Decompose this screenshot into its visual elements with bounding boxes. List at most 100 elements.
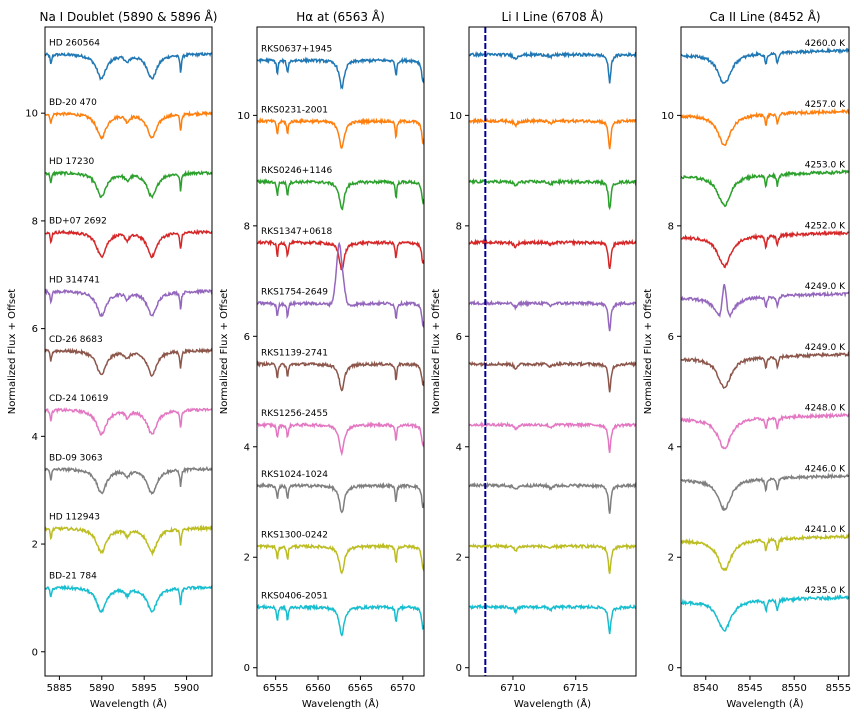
y-tick-label: 10: [661, 111, 674, 122]
spectrum-line-1: [45, 51, 212, 81]
spectrum-label: 4260.0 K: [805, 39, 846, 49]
spectrum-line-2: [45, 110, 212, 140]
y-tick-label: 0: [668, 663, 674, 674]
y-tick-label: 4: [668, 442, 674, 453]
spectrum-line-7: [45, 407, 212, 436]
spectrum-label: 4249.0 K: [805, 343, 846, 353]
y-axis-label: Normalized Flux + Offset: [219, 289, 230, 415]
y-axis-label: Normalized Flux + Offset: [431, 289, 442, 415]
x-tick-label: 6565: [348, 683, 373, 694]
spectrum-line-6: [469, 360, 636, 393]
spectrum-label: CD-26 8683: [49, 335, 103, 345]
y-axis-label: Normalized Flux + Offset: [643, 289, 654, 415]
x-tick-label: 6560: [305, 683, 330, 694]
spectrum-label: CD-24 10619: [49, 394, 109, 404]
spectrum-label: RKS1347+0618: [261, 227, 332, 237]
spectrum-label: RKS0637+1945: [261, 45, 332, 55]
x-tick-label: 6570: [390, 683, 415, 694]
spectrum-line-10: [469, 603, 636, 635]
spectrum-line-9: [257, 542, 424, 575]
panel-title: Hα at (6563 Å): [296, 9, 385, 24]
spectrum-line-9: [469, 542, 636, 574]
spectrum-label: 4235.0 K: [805, 586, 846, 596]
x-tick-label: 8540: [693, 683, 718, 694]
x-tick-label: 6555: [263, 683, 288, 694]
spectrum-label: 4249.0 K: [805, 282, 846, 292]
panel-4: 4260.0 K 4257.0 K 4253.0 K 4252.0 K 4249.0 K…: [643, 9, 851, 710]
spectrum-label: RKS1256-2455: [261, 409, 328, 419]
x-axis-label: Wavelength (Å): [514, 697, 591, 710]
spectrum-line-6: [45, 347, 212, 377]
spectrum-label: 4253.0 K: [805, 161, 846, 171]
y-tick-label: 10: [25, 109, 38, 120]
spectrum-line-6: [681, 351, 849, 389]
spectrum-line-10: [257, 603, 424, 637]
plot-frame: [44, 26, 213, 677]
spectrum-line-9: [45, 524, 212, 557]
spectrum-label: HD 17230: [49, 157, 94, 167]
y-tick-label: 6: [32, 324, 38, 335]
spectrum-line-9: [681, 533, 849, 572]
x-tick-label: 5900: [174, 683, 199, 694]
spectrum-line-10: [45, 584, 212, 613]
spectrum-label: HD 112943: [49, 513, 100, 523]
spectrum-line-6: [257, 360, 424, 392]
spectrum-line-1: [469, 50, 636, 84]
y-tick-label: 8: [456, 221, 462, 232]
spectrum-label: BD+07 2692: [49, 216, 107, 226]
spectrum-line-4: [469, 238, 636, 270]
y-tick-label: 2: [668, 553, 674, 564]
y-tick-label: 10: [237, 111, 250, 122]
x-tick-label: 8550: [781, 683, 806, 694]
spectrum-line-7: [469, 421, 636, 453]
spectrum-label: RKS0231-2001: [261, 105, 328, 115]
y-axis-label: Normalized Flux + Offset: [7, 289, 18, 415]
y-tick-label: 8: [32, 216, 38, 227]
x-axis-label: Wavelength (Å): [302, 697, 379, 710]
y-tick-label: 4: [456, 442, 462, 453]
panel-3: 6710 6715 0 2 4 6 8 10 Li I Line (6708 Å) Wavelen…: [431, 9, 637, 710]
y-tick-label: 6: [456, 332, 462, 343]
spectrum-line-5: [257, 241, 424, 329]
x-axis-label: Wavelength (Å): [726, 697, 803, 710]
spectrum-label: RKS1300-0242: [261, 531, 328, 541]
spectrum-line-8: [257, 481, 424, 514]
spectrum-label: 4248.0 K: [805, 404, 846, 414]
spectrum-line-8: [681, 472, 849, 511]
spectrum-line-3: [681, 169, 849, 208]
x-tick-label: 5890: [89, 683, 114, 694]
y-tick-label: 2: [244, 553, 250, 564]
spectrum-line-5: [681, 283, 849, 319]
plot-frame: [256, 26, 425, 677]
x-tick-label: 8555: [826, 683, 851, 694]
panel-title: Li I Line (6708 Å): [502, 9, 604, 24]
spectrum-label: BD-20 470: [49, 98, 97, 108]
spectrum-line-5: [469, 299, 636, 332]
spectrum-label: 4252.0 K: [805, 221, 846, 231]
y-tick-label: 6: [244, 332, 250, 343]
x-tick-label: 6710: [500, 683, 525, 694]
y-tick-label: 6: [668, 332, 674, 343]
spectrum-label: RKS1139-2741: [261, 348, 328, 358]
x-tick-label: 5885: [47, 683, 72, 694]
spectrum-label: BD-09 3063: [49, 453, 103, 463]
spectrum-label: HD 260564: [49, 39, 100, 49]
spectrum-line-4: [681, 230, 849, 269]
spectrum-label: 4241.0 K: [805, 525, 846, 535]
spectrum-line-4: [45, 228, 212, 259]
spectrum-label: RKS0406-2051: [261, 591, 328, 601]
spectrum-label: RKS1754-2649: [261, 288, 328, 298]
spectrum-line-2: [469, 117, 636, 150]
spectrum-line-3: [469, 177, 636, 211]
y-tick-label: 8: [668, 221, 674, 232]
spectrum-line-7: [257, 421, 424, 457]
y-tick-label: 8: [244, 221, 250, 232]
spectrum-line-8: [45, 466, 212, 496]
x-axis-label: Wavelength (Å): [90, 697, 167, 710]
spectrum-line-4: [257, 239, 424, 271]
y-tick-label: 4: [32, 432, 38, 443]
y-tick-label: 0: [456, 663, 462, 674]
spectrum-label: RKS1024-1024: [261, 470, 328, 480]
spectrum-line-1: [257, 56, 424, 90]
